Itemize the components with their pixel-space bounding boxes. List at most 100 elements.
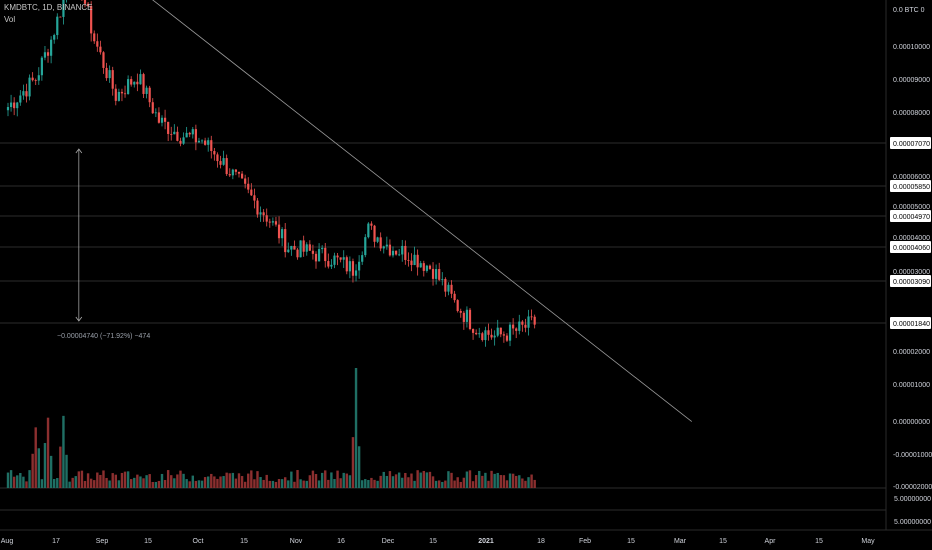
- candle: [299, 240, 302, 258]
- candle-body: [324, 247, 327, 262]
- candle-body: [120, 91, 124, 94]
- time-tick-label: Mar: [674, 538, 687, 545]
- candle: [462, 310, 465, 330]
- candle-body: [308, 244, 311, 251]
- price-tick-label: 0.00001000: [893, 382, 930, 389]
- candle: [28, 74, 31, 101]
- volume-bar: [170, 475, 173, 488]
- volume-bar: [428, 471, 432, 488]
- candle-body: [287, 249, 290, 253]
- candle-body: [6, 107, 10, 111]
- trendline-layer[interactable]: [70, 0, 693, 422]
- candle-body: [105, 67, 108, 79]
- candle-body: [139, 74, 142, 85]
- volume-bar: [123, 471, 127, 488]
- volume-indicator-label[interactable]: Vol: [4, 15, 16, 24]
- candle-body: [228, 174, 231, 176]
- candle: [311, 244, 315, 260]
- volume-bar: [120, 472, 124, 488]
- candle-body: [311, 250, 315, 254]
- candle: [367, 222, 370, 239]
- volume-bar: [46, 417, 50, 488]
- trendline[interactable]: [70, 0, 693, 422]
- measure-tool[interactable]: −0.00004740 (−71.92%) −474: [57, 148, 150, 340]
- price-label: 0.00004060: [893, 245, 930, 252]
- currency-label[interactable]: 0.0 BTC 0: [893, 7, 925, 14]
- candle: [16, 101, 19, 117]
- candle: [86, 2, 90, 8]
- volume-bar: [188, 481, 191, 488]
- candle: [120, 88, 124, 102]
- candle: [308, 240, 311, 251]
- candle: [398, 248, 401, 257]
- candle-body: [231, 169, 234, 176]
- volume-bar: [425, 472, 429, 488]
- volume-bar: [320, 472, 324, 488]
- price-label: 0.00001840: [893, 321, 930, 328]
- volume-bar: [148, 474, 151, 488]
- candle-body: [90, 6, 93, 34]
- candle: [250, 183, 253, 196]
- candle: [210, 135, 213, 159]
- candle-body: [50, 39, 53, 56]
- candle: [348, 256, 351, 279]
- candle-body: [521, 321, 524, 325]
- candle-body: [151, 102, 154, 114]
- candle-body: [237, 171, 241, 174]
- candle-body: [487, 330, 490, 335]
- time-tick-label: 15: [240, 538, 248, 545]
- candle: [444, 277, 447, 297]
- volume-bar: [290, 471, 293, 488]
- candle-body: [481, 333, 484, 341]
- time-axis[interactable]: Aug 17 Sep 15 Oct 15 Nov 16 Dec 15 2021 18 Feb 15 Mar 1…: [1, 538, 875, 545]
- candle-body: [453, 293, 456, 301]
- candle-body: [40, 57, 43, 76]
- candle: [394, 250, 398, 256]
- volume-bar: [413, 480, 416, 488]
- candle: [364, 234, 367, 258]
- price-axis[interactable]: 0.00010000 0.00009000 0.00008000 0.00006000…: [890, 7, 932, 526]
- price-label-box: [890, 275, 931, 287]
- volume-bar: [342, 472, 345, 488]
- volume-bar: [481, 475, 484, 488]
- candle-body: [114, 88, 117, 101]
- volume-bar: [447, 471, 450, 488]
- candle: [441, 272, 444, 286]
- volume-bar: [314, 474, 318, 488]
- volume-bar: [459, 481, 462, 488]
- candle-body: [404, 245, 407, 260]
- volume-bar: [247, 473, 250, 488]
- candle: [256, 198, 259, 218]
- candle: [207, 137, 210, 152]
- volume-bar: [465, 471, 469, 488]
- sub-pane-label: 5.00000000: [894, 519, 931, 526]
- candle-body: [176, 131, 179, 141]
- candle: [274, 216, 278, 227]
- volume-bar: [185, 479, 188, 488]
- candle: [170, 126, 173, 141]
- volume-bar: [111, 473, 114, 488]
- volume-bar: [210, 473, 213, 488]
- volume-bar: [166, 470, 170, 488]
- candle-body: [499, 327, 502, 335]
- candle: [222, 150, 225, 166]
- volume-bar: [102, 470, 105, 488]
- volume-bar: [105, 477, 108, 488]
- candle: [499, 327, 502, 338]
- candle: [93, 30, 96, 44]
- candle-body: [247, 183, 250, 190]
- candle: [321, 245, 324, 254]
- price-label: 0.00007070: [893, 141, 930, 148]
- volume-bar: [468, 470, 472, 488]
- candle-body: [459, 310, 462, 313]
- volume-bar: [19, 472, 22, 488]
- volume-bar: [34, 427, 37, 488]
- volume-bar: [518, 475, 521, 488]
- candle-body: [342, 257, 345, 260]
- price-label-box: [890, 137, 931, 149]
- candle-body: [468, 309, 472, 330]
- candle: [160, 115, 164, 127]
- candle: [385, 236, 388, 250]
- candle-body: [533, 316, 536, 325]
